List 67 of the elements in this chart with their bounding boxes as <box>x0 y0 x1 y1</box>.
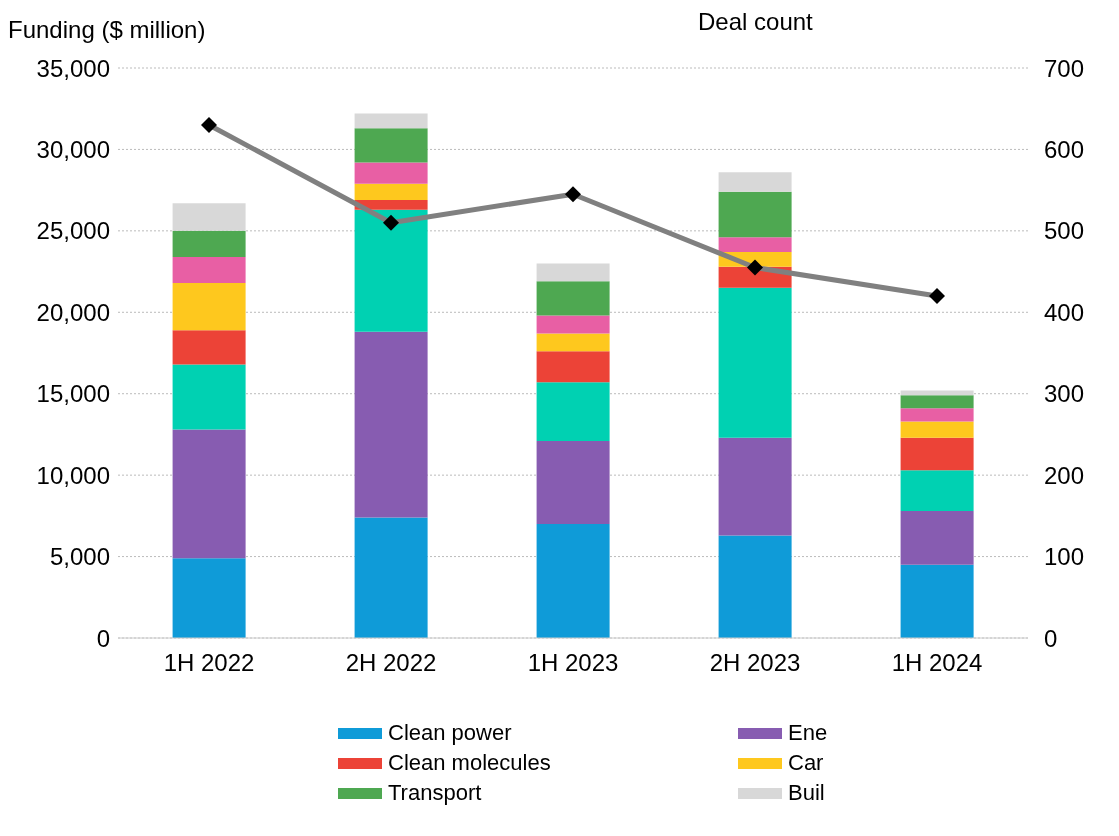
bar <box>354 113 428 129</box>
y-tick-label: 25,000 <box>36 217 110 245</box>
y2-tick-label: 0 <box>1044 624 1058 652</box>
bar <box>536 333 610 352</box>
legend-label: Transport <box>388 780 482 806</box>
bar <box>536 524 610 638</box>
bar <box>900 421 974 438</box>
bar <box>172 282 246 331</box>
bar <box>718 437 792 536</box>
bar <box>354 183 428 200</box>
y-tick-label: 30,000 <box>36 135 110 163</box>
y-tick-label: 0 <box>96 624 110 652</box>
x-tick-label: 1H 2024 <box>891 649 983 677</box>
y2-tick-label: 100 <box>1044 543 1085 571</box>
x-tick-label: 2H 2023 <box>709 649 801 677</box>
bar <box>172 230 246 257</box>
bar <box>900 470 974 511</box>
bar <box>354 209 428 332</box>
bar <box>900 510 974 565</box>
y2-tick-label: 400 <box>1044 298 1085 326</box>
y-tick-label: 15,000 <box>36 380 110 408</box>
bar <box>718 287 792 438</box>
legend-label: Clean molecules <box>388 750 551 776</box>
bar <box>900 390 974 396</box>
bar <box>536 263 610 282</box>
y-tick-label: 20,000 <box>36 298 110 326</box>
bar <box>900 564 974 638</box>
y-axis-title: Funding ($ million) <box>8 16 206 44</box>
legend-label: Ene <box>788 720 828 746</box>
bar <box>354 199 428 210</box>
bar <box>536 315 610 334</box>
y2-tick-label: 200 <box>1044 461 1085 489</box>
y2-tick-label: 600 <box>1044 135 1085 163</box>
bar <box>900 408 974 422</box>
bar <box>172 429 246 559</box>
y2-tick-label: 300 <box>1044 380 1085 408</box>
y2-tick-label: 700 <box>1044 54 1085 82</box>
legend-label: Buil <box>788 780 825 806</box>
legend-label: Clean power <box>388 720 512 746</box>
bar <box>172 203 246 231</box>
bar <box>718 237 792 253</box>
bar <box>354 517 428 638</box>
bar <box>172 558 246 638</box>
y2-tick-label: 500 <box>1044 217 1085 245</box>
bar <box>900 437 974 471</box>
bar <box>354 331 428 518</box>
x-tick-label: 2H 2022 <box>345 649 437 677</box>
y-tick-label: 35,000 <box>36 54 110 82</box>
bar <box>172 330 246 365</box>
x-tick-label: 1H 2023 <box>527 649 619 677</box>
bar <box>718 535 792 638</box>
bar <box>354 162 428 184</box>
bar <box>718 172 792 192</box>
bar <box>536 351 610 383</box>
y-tick-label: 5,000 <box>49 543 110 571</box>
bar <box>354 128 428 163</box>
x-tick-label: 1H 2022 <box>163 649 255 677</box>
bar <box>172 364 246 430</box>
bar <box>718 191 792 238</box>
legend-label: Car <box>788 750 824 776</box>
bar <box>900 395 974 409</box>
y2-axis-title: Deal count <box>698 8 813 36</box>
bar <box>172 256 246 283</box>
bar <box>536 440 610 524</box>
y-tick-label: 10,000 <box>36 461 110 489</box>
bar <box>536 281 610 316</box>
bar <box>536 382 610 441</box>
